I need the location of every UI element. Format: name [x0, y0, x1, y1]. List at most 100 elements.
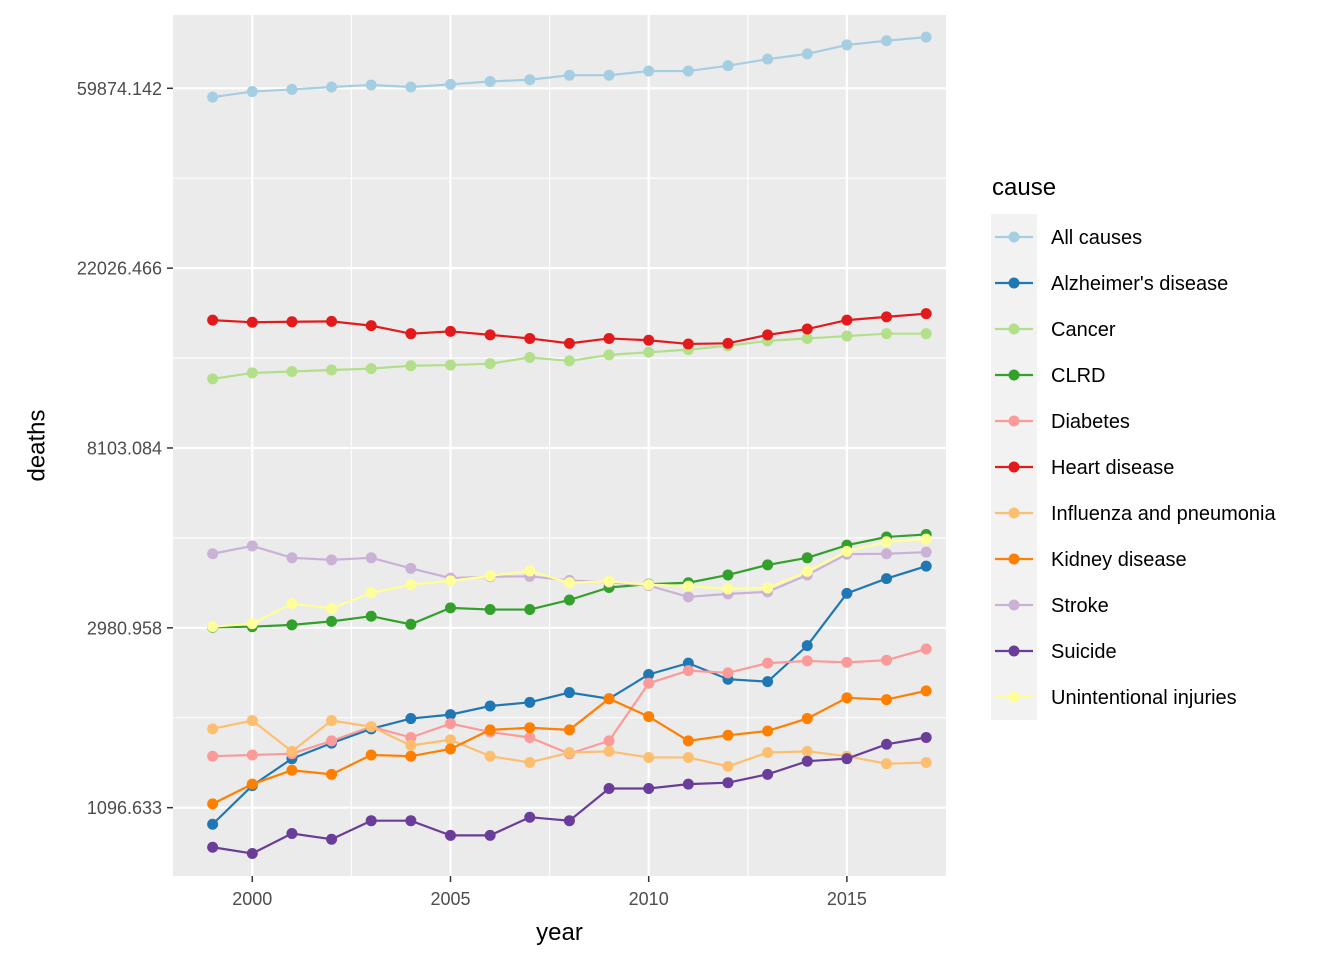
data-point — [881, 328, 893, 340]
y-tick-label: 1096.633 — [87, 798, 162, 818]
data-point — [762, 725, 774, 737]
legend-title: cause — [992, 174, 1056, 201]
data-point — [801, 565, 813, 577]
data-point — [286, 619, 298, 631]
legend-key-point — [1008, 461, 1020, 473]
data-point — [524, 74, 536, 86]
data-point — [841, 656, 853, 668]
data-point — [286, 365, 298, 377]
legend-label: CLRD — [1051, 365, 1105, 387]
legend-key-point — [1008, 645, 1020, 657]
data-point — [326, 602, 338, 614]
data-point — [920, 328, 932, 340]
data-point — [682, 338, 694, 350]
data-point — [207, 798, 219, 810]
data-point — [762, 747, 774, 759]
data-point — [484, 829, 496, 841]
minor-gridlines — [173, 15, 946, 876]
data-point — [841, 39, 853, 51]
data-point — [405, 579, 417, 591]
data-point — [286, 316, 298, 328]
data-point — [920, 546, 932, 558]
data-point — [603, 332, 615, 344]
data-point — [881, 311, 893, 323]
data-point — [365, 363, 377, 375]
data-point — [484, 750, 496, 762]
legend-label: Alzheimer's disease — [1051, 273, 1228, 295]
data-point — [722, 729, 734, 741]
data-point — [484, 358, 496, 370]
x-axis: 2000 2005 2010 2015 — [232, 876, 867, 909]
data-point — [326, 735, 338, 747]
data-point — [246, 618, 258, 630]
data-point — [603, 69, 615, 81]
data-point — [801, 745, 813, 757]
data-point — [643, 751, 655, 763]
data-point — [801, 755, 813, 767]
data-point — [365, 320, 377, 332]
data-point — [365, 815, 377, 827]
data-point — [920, 756, 932, 768]
series-layer — [207, 31, 932, 859]
data-point — [484, 75, 496, 87]
data-point — [405, 750, 417, 762]
data-point — [484, 604, 496, 616]
data-point — [444, 743, 456, 755]
data-point — [444, 829, 456, 841]
data-point — [801, 48, 813, 60]
data-point — [246, 749, 258, 761]
legend-label: All causes — [1051, 227, 1142, 249]
data-point — [920, 685, 932, 697]
legend-key-point — [1008, 415, 1020, 427]
data-point — [920, 533, 932, 545]
legend-key-point — [1008, 277, 1020, 289]
legend-label: Influenza and pneumonia — [1051, 503, 1276, 525]
data-point — [524, 332, 536, 344]
x-tick-label: 2005 — [430, 889, 470, 909]
y-tick-label: 22026.466 — [77, 259, 162, 279]
data-point — [762, 53, 774, 65]
legend-items: All causes Alzheimer's disease Cancer CLRD D… — [995, 227, 1276, 709]
data-point — [682, 65, 694, 77]
data-point — [762, 582, 774, 594]
y-axis: 1096.633 2980.958 8103.084 22026.466 59874.1… — [77, 79, 173, 818]
data-point — [207, 314, 219, 326]
legend-item: All causes — [995, 227, 1142, 249]
data-point — [881, 738, 893, 750]
data-point — [365, 749, 377, 761]
data-point — [326, 554, 338, 566]
legend-key-point — [1008, 369, 1020, 381]
y-axis-title: deaths — [23, 409, 50, 481]
data-point — [286, 83, 298, 95]
data-point — [207, 841, 219, 853]
data-point — [405, 562, 417, 574]
legend-key-point — [1008, 323, 1020, 335]
data-point — [603, 575, 615, 587]
data-point — [841, 692, 853, 704]
legend-item: Diabetes — [995, 411, 1130, 433]
data-point — [405, 328, 417, 340]
data-point — [762, 559, 774, 571]
data-point — [326, 768, 338, 780]
data-point — [801, 552, 813, 564]
data-point — [326, 615, 338, 627]
data-point — [920, 308, 932, 320]
data-point — [603, 735, 615, 747]
y-tick-label: 59874.142 — [77, 79, 162, 99]
data-point — [682, 580, 694, 592]
data-point — [444, 709, 456, 721]
data-point — [365, 79, 377, 91]
data-point — [762, 657, 774, 669]
data-point — [286, 764, 298, 776]
data-point — [246, 316, 258, 328]
legend: cause All causes Alzheimer's disease Cance… — [991, 174, 1276, 720]
data-point — [484, 570, 496, 582]
data-point — [762, 676, 774, 688]
x-tick-label: 2000 — [232, 889, 272, 909]
data-point — [524, 352, 536, 364]
data-point — [563, 69, 575, 81]
data-point — [246, 540, 258, 552]
data-point — [920, 732, 932, 744]
data-point — [603, 783, 615, 795]
